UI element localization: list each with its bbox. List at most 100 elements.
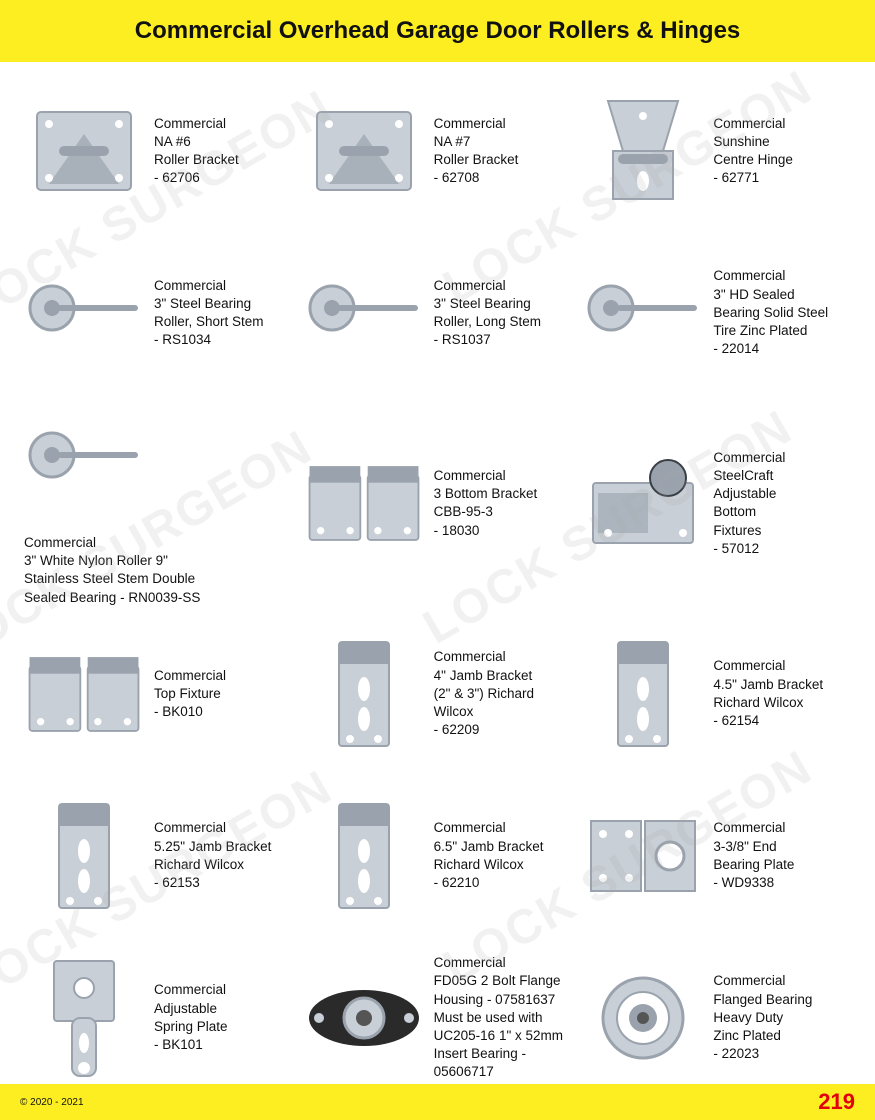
product-desc-line: - 62209	[434, 721, 572, 739]
product-desc-line: Commercial	[713, 115, 793, 133]
product-description: Commercial3" Steel BearingRoller, Long S…	[434, 277, 541, 350]
product-description: Commercial5.25" Jamb BracketRichard Wilc…	[154, 819, 271, 892]
product-desc-line: - 62771	[713, 169, 793, 187]
product-desc-line: Roller Bracket	[434, 151, 519, 169]
product-desc-line: Bearing Solid Steel	[713, 304, 828, 322]
product-desc-line: Commercial	[713, 449, 785, 467]
product-desc-line: Centre Hinge	[713, 151, 793, 169]
product-image	[24, 91, 144, 211]
product-description: CommercialNA #7Roller Bracket- 62708	[434, 115, 519, 188]
product-desc-line: Heavy Duty	[713, 1009, 812, 1027]
product-image	[583, 253, 703, 373]
product-desc-line: Must be used with	[434, 1009, 572, 1027]
page-title: Commercial Overhead Garage Door Rollers …	[135, 17, 741, 45]
product-cell: CommercialTop Fixture- BK010	[24, 619, 292, 769]
product-desc-line: 3" White Nylon Roller 9"	[24, 552, 200, 570]
product-desc-line: Richard Wilcox	[154, 856, 271, 874]
product-image	[24, 253, 144, 373]
product-desc-line: - 62706	[154, 169, 239, 187]
page-header: Commercial Overhead Garage Door Rollers …	[0, 0, 875, 62]
product-grid: CommercialNA #6Roller Bracket- 62706 Com…	[0, 62, 875, 1093]
copyright: © 2020 - 2021	[20, 1097, 84, 1108]
product-desc-line: Commercial	[154, 819, 271, 837]
product-desc-line: Richard Wilcox	[713, 694, 823, 712]
product-desc-line: - RS1037	[434, 331, 541, 349]
product-desc-line: Adjustable	[713, 485, 785, 503]
product-desc-line: Stainless Steel Stem Double	[24, 570, 200, 588]
product-desc-line: Zinc Plated	[713, 1027, 812, 1045]
page-number: 219	[818, 1089, 855, 1115]
product-desc-line: Tire Zinc Plated	[713, 322, 828, 340]
product-desc-line: CBB-95-3	[434, 503, 538, 521]
product-desc-line: Roller, Short Stem	[154, 313, 264, 331]
product-image	[24, 796, 144, 916]
product-desc-line: Commercial	[434, 277, 541, 295]
product-desc-line: 3" HD Sealed	[713, 286, 828, 304]
product-desc-line: Commercial	[434, 954, 572, 972]
product-image	[24, 634, 144, 754]
product-desc-line: Commercial	[434, 819, 544, 837]
product-image	[304, 91, 424, 211]
product-description: Commercial4.5" Jamb BracketRichard Wilco…	[713, 657, 823, 730]
product-description: CommercialFD05G 2 Bolt FlangeHousing - 0…	[434, 954, 572, 1082]
product-cell: CommercialSteelCraftAdjustableBottomFixt…	[583, 400, 851, 607]
product-image	[304, 796, 424, 916]
product-image	[304, 443, 424, 563]
product-description: Commercial3-3/8" EndBearing Plate- WD933…	[713, 819, 794, 892]
product-cell: Commercial3 Bottom BracketCBB-95-3- 1803…	[304, 400, 572, 607]
product-desc-line: Spring Plate	[154, 1018, 228, 1036]
product-desc-line: Commercial	[154, 115, 239, 133]
product-desc-line: - RS1034	[154, 331, 264, 349]
product-desc-line: NA #6	[154, 133, 239, 151]
product-desc-line: FD05G 2 Bolt Flange	[434, 972, 572, 990]
product-image	[583, 796, 703, 916]
product-desc-line: Bearing Plate	[713, 856, 794, 874]
product-description: CommercialTop Fixture- BK010	[154, 667, 226, 722]
product-desc-line: UC205-16 1" x 52mm	[434, 1027, 572, 1045]
product-desc-line: - 62708	[434, 169, 519, 187]
product-desc-line: - 62153	[154, 874, 271, 892]
product-cell: Commercial3-3/8" EndBearing Plate- WD933…	[583, 781, 851, 931]
product-desc-line: Commercial	[154, 277, 264, 295]
product-cell: CommercialFlanged BearingHeavy DutyZinc …	[583, 943, 851, 1093]
product-desc-line: Richard Wilcox	[434, 856, 544, 874]
product-description: Commercial3" White Nylon Roller 9"Stainl…	[24, 534, 200, 607]
product-desc-line: Sealed Bearing - RN0039-SS	[24, 589, 200, 607]
product-desc-line: - BK010	[154, 703, 226, 721]
product-desc-line: - 18030	[434, 522, 538, 540]
product-image	[304, 253, 424, 373]
product-desc-line: Commercial	[24, 534, 200, 552]
product-desc-line: Sunshine	[713, 133, 793, 151]
product-description: Commercial6.5" Jamb BracketRichard Wilco…	[434, 819, 544, 892]
product-description: Commercial4" Jamb Bracket(2" & 3") Richa…	[434, 648, 572, 739]
product-image	[304, 634, 424, 754]
product-desc-line: 3 Bottom Bracket	[434, 485, 538, 503]
product-desc-line: 3" Steel Bearing	[434, 295, 541, 313]
page-footer: © 2020 - 2021 219	[0, 1084, 875, 1120]
product-image	[583, 634, 703, 754]
product-description: Commercial3 Bottom BracketCBB-95-3- 1803…	[434, 467, 538, 540]
product-desc-line: Roller, Long Stem	[434, 313, 541, 331]
product-cell: Commercial5.25" Jamb BracketRichard Wilc…	[24, 781, 292, 931]
product-desc-line: - BK101	[154, 1036, 228, 1054]
product-cell: Commercial3" HD SealedBearing Solid Stee…	[583, 238, 851, 388]
product-desc-line: Commercial	[434, 115, 519, 133]
product-desc-line: Adjustable	[154, 1000, 228, 1018]
product-cell: Commercial3" Steel BearingRoller, Short …	[24, 238, 292, 388]
product-cell: CommercialFD05G 2 Bolt FlangeHousing - 0…	[304, 943, 572, 1093]
product-description: Commercial3" HD SealedBearing Solid Stee…	[713, 267, 828, 358]
product-desc-line: - 22014	[713, 340, 828, 358]
product-desc-line: Insert Bearing - 05606717	[434, 1045, 572, 1081]
product-description: CommercialSunshineCentre Hinge- 62771	[713, 115, 793, 188]
product-image	[24, 958, 144, 1078]
product-desc-line: Flanged Bearing	[713, 991, 812, 1009]
product-desc-line: Commercial	[434, 648, 572, 666]
product-cell: Commercial3" White Nylon Roller 9"Stainl…	[24, 400, 292, 607]
product-desc-line: NA #7	[434, 133, 519, 151]
product-desc-line: Commercial	[713, 267, 828, 285]
product-desc-line: - 62154	[713, 712, 823, 730]
product-desc-line: Commercial	[713, 819, 794, 837]
product-desc-line: SteelCraft	[713, 467, 785, 485]
product-desc-line: Commercial	[713, 657, 823, 675]
product-cell: Commercial4" Jamb Bracket(2" & 3") Richa…	[304, 619, 572, 769]
